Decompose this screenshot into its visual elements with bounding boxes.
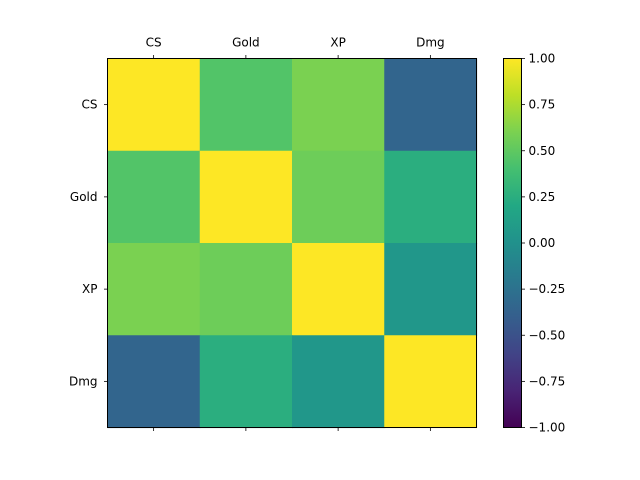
heatmap-cell-xp-xp: [292, 243, 385, 336]
x-axis-ticks: CS Gold XP Dmg: [146, 36, 445, 431]
y-tick-label: Gold: [70, 190, 98, 204]
colorbar: 1.00 0.75 0.50 0.25 0.00 −0.25 −0.50 −0.75 −1.00: [503, 52, 566, 435]
heatmap-cell-xp-gold: [199, 243, 293, 336]
y-tick-label: CS: [82, 98, 98, 112]
x-tick-label: XP: [330, 36, 345, 50]
heatmap-cell-dmg-gold: [199, 335, 293, 429]
heatmap-cell-dmg-xp: [292, 335, 385, 429]
x-tick-label: CS: [146, 36, 162, 50]
y-tick-label: XP: [82, 282, 97, 296]
plot-frame: [107, 58, 477, 428]
colorbar-tick-label: −1.00: [529, 421, 566, 435]
heatmap-cells: [107, 58, 478, 429]
colorbar-tick-label: 0.50: [529, 144, 556, 158]
colorbar-tick-label: −0.75: [529, 374, 566, 388]
colorbar-tick-label: 1.00: [529, 52, 556, 66]
heatmap-cell-cs-dmg: [384, 58, 478, 152]
colorbar-tick-label: −0.25: [529, 282, 566, 296]
y-tick-label: Dmg: [69, 374, 98, 388]
heatmap-cell-cs-cs: [107, 58, 201, 152]
heatmap-cell-dmg-cs: [107, 335, 201, 429]
heatmap-cell-gold-gold: [199, 150, 293, 244]
heatmap-cell-cs-gold: [199, 58, 293, 152]
colorbar-tick-label: −0.50: [529, 328, 566, 342]
x-tick-label: Gold: [232, 36, 260, 50]
colorbar-gradient: [503, 58, 522, 428]
heatmap-cell-cs-xp: [292, 58, 385, 152]
colorbar-ticks: 1.00 0.75 0.50 0.25 0.00 −0.25 −0.50 −0.75 −1.00: [521, 52, 566, 435]
heatmap-cell-dmg-dmg: [384, 335, 478, 429]
heatmap-cell-gold-xp: [292, 150, 385, 244]
heatmap-cell-xp-dmg: [384, 243, 478, 336]
colorbar-tick-label: 0.25: [529, 190, 556, 204]
colorbar-tick-label: 0.00: [529, 236, 556, 250]
heatmap-cell-xp-cs: [107, 243, 201, 336]
heatmap-cell-gold-dmg: [384, 150, 478, 244]
heatmap-cell-gold-cs: [107, 150, 201, 244]
colorbar-tick-label: 0.75: [529, 98, 556, 112]
x-tick-label: Dmg: [416, 36, 445, 50]
y-axis-ticks: CS Gold XP Dmg: [69, 98, 108, 388]
